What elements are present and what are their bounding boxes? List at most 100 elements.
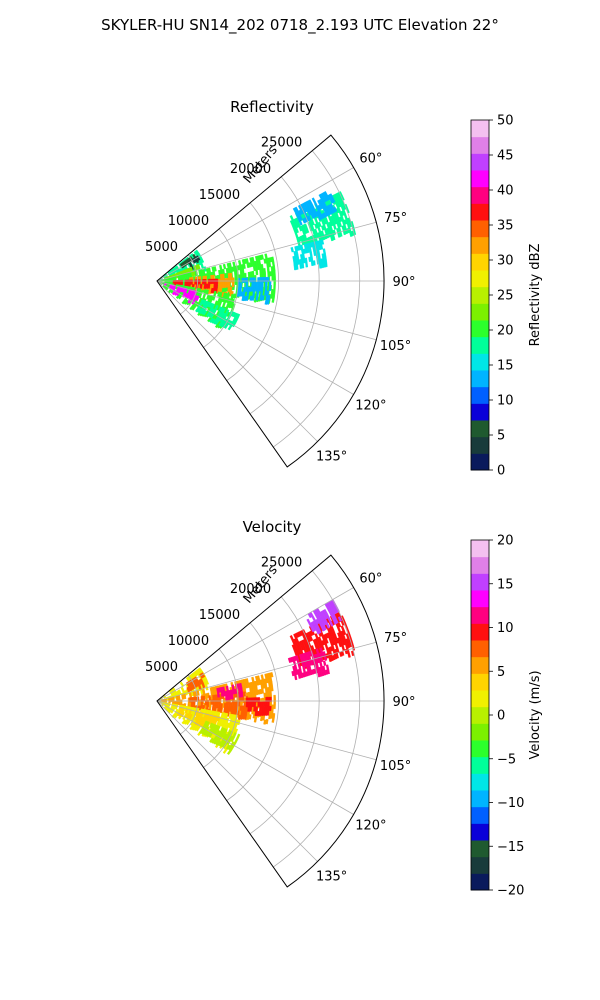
- echo-cell: [268, 713, 272, 720]
- echo-cell: [223, 282, 227, 288]
- radial-tick-label: 20000: [230, 162, 271, 177]
- azimuth-tick-label: 90°: [392, 695, 415, 710]
- echo-cell: [245, 697, 249, 703]
- azimuth-spoke: [156, 221, 377, 282]
- colorbar-tick-label: 15: [497, 359, 514, 374]
- colorbar-segment: [471, 453, 489, 471]
- echo-cell: [349, 231, 353, 237]
- colorbar-label: Velocity (m/s): [528, 670, 543, 759]
- echo-cell: [214, 319, 220, 326]
- echo-cell: [271, 275, 274, 281]
- echo-cell: [207, 278, 211, 285]
- echo-cell: [247, 697, 251, 703]
- radial-tick-label: 10000: [168, 634, 209, 649]
- echo-cell: [220, 742, 226, 748]
- echo-cell: [273, 274, 276, 280]
- azimuth-spoke: [156, 280, 354, 395]
- echo-cell: [170, 708, 175, 714]
- azimuth-tick-label: 60°: [359, 572, 382, 587]
- echo-cell: [273, 703, 276, 710]
- azimuth-tick-label: 120°: [355, 399, 386, 414]
- echo-cell: [295, 264, 299, 270]
- echo-cell: [337, 232, 341, 238]
- echo-cell: [272, 293, 276, 299]
- echo-cell: [219, 264, 223, 271]
- range-ring: [273, 570, 361, 868]
- echo-cell: [202, 309, 208, 316]
- colorbar-segment: [471, 253, 489, 271]
- azimuth-spoke: [156, 700, 354, 815]
- colorbar-segment: [471, 403, 489, 421]
- echo-region: [287, 647, 330, 681]
- colorbar-segment: [471, 623, 489, 641]
- echo-cell: [318, 263, 322, 269]
- echo-cell: [186, 713, 191, 719]
- echo-cell: [202, 695, 206, 701]
- echo-cell: [191, 305, 197, 311]
- echo-cell: [319, 661, 323, 668]
- echo-cell: [303, 228, 308, 235]
- range-ring: [273, 150, 361, 448]
- echo-cell: [254, 685, 258, 691]
- echo-cell: [327, 209, 332, 215]
- echo-cell: [204, 730, 210, 737]
- echo-cell: [331, 197, 336, 203]
- echo-cell: [183, 299, 189, 305]
- echo-cell: [273, 699, 276, 705]
- colorbar-segment: [471, 590, 489, 608]
- colorbar-tick-label: 10: [497, 621, 514, 636]
- colorbar-segment: [471, 640, 489, 658]
- echo-cell: [231, 277, 235, 283]
- echo-cell: [267, 701, 270, 707]
- echo-cell: [247, 706, 251, 712]
- echo-cell: [254, 710, 258, 717]
- echo-cell: [310, 213, 315, 219]
- echo-cell: [212, 699, 215, 705]
- echo-cell: [242, 263, 246, 269]
- echo-cell: [330, 235, 334, 242]
- colorbar-tick-label: 5: [497, 429, 505, 444]
- echo-cell: [268, 286, 272, 292]
- echo-cell: [269, 696, 272, 702]
- azimuth-tick-label: 105°: [380, 759, 411, 774]
- echo-cell: [253, 702, 257, 708]
- echo-cell: [211, 738, 216, 744]
- azimuth-tick-label: 60°: [359, 152, 382, 167]
- echo-cell: [241, 268, 245, 274]
- echo-cell: [305, 227, 310, 234]
- echo-cell: [173, 290, 179, 296]
- echo-cell: [201, 682, 206, 689]
- echo-cell: [183, 693, 187, 700]
- azimuth-spoke: [156, 280, 377, 341]
- echo-cell: [192, 257, 198, 263]
- echo-cell: [206, 311, 211, 317]
- echo-cell: [231, 282, 235, 288]
- echo-cell: [299, 263, 303, 269]
- echo-cell: [332, 619, 337, 625]
- colorbar-tick-label: 20: [497, 324, 514, 339]
- echo-cell: [270, 686, 274, 692]
- echo-cell: [193, 725, 199, 732]
- colorbar-segment: [471, 790, 489, 808]
- echo-cell: [340, 625, 345, 631]
- echo-cell: [180, 686, 185, 693]
- echo-cell: [222, 301, 226, 308]
- azimuth-spoke: [156, 700, 377, 761]
- echo-cell: [261, 295, 265, 301]
- echo-cell: [337, 616, 342, 622]
- echo-cell: [232, 261, 236, 267]
- colorbar: −20 −15 −10 −5 0 5 10 15 20 Velocity (m/s): [470, 534, 543, 899]
- range-ring: [180, 254, 198, 315]
- echo-cell: [206, 731, 211, 737]
- echo-cell: [322, 262, 326, 268]
- echo-cell: [249, 697, 253, 703]
- echo-cell: [194, 256, 199, 262]
- colorbar-segment: [471, 573, 489, 591]
- echo-cell: [192, 701, 196, 707]
- echo-cell: [323, 233, 328, 240]
- echo-cell: [229, 277, 233, 283]
- colorbar-segment: [471, 153, 489, 171]
- echo-cell: [261, 281, 264, 287]
- echo-cell: [251, 676, 255, 683]
- echo-cell: [263, 272, 267, 278]
